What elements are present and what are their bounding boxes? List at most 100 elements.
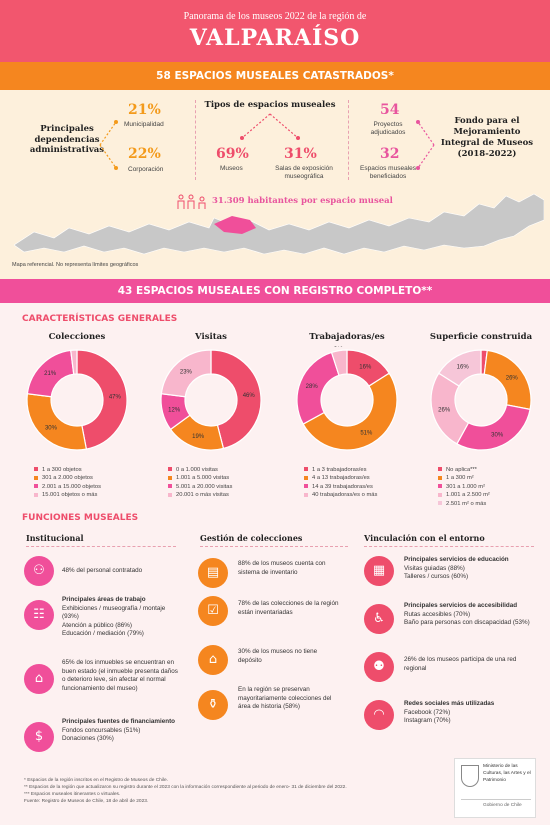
- legend-label: 2.501 m² o más: [446, 500, 487, 507]
- chart-legend: No aplica*** 1 a 300 m² 301 a 1.000 m² 1.00…: [438, 466, 546, 508]
- vinc-title: Vinculación con el entorno: [364, 533, 485, 543]
- vinc-v1-heading: Principales servicios de educación: [404, 556, 509, 563]
- donut-slice: [437, 349, 482, 387]
- slice-label: 12%: [168, 407, 181, 413]
- work-areas-icon: ☷: [24, 600, 54, 630]
- chart-legend: 1 a 3 trabajadoras/es 4 a 13 trabajadoras…: [304, 466, 412, 500]
- legend-swatch: [304, 484, 308, 489]
- inst-i3: 65% de los inmuebles se encuentran en bu…: [62, 659, 178, 692]
- tipos-bracket: [240, 113, 300, 140]
- footnote: * Espacios de la región inscritos en el …: [24, 778, 168, 783]
- divider: [348, 100, 349, 180]
- legend-swatch: [438, 501, 442, 506]
- tipos-l2: Salas de exposición museográfica: [275, 165, 333, 181]
- header-title: VALPARAÍSO: [189, 25, 361, 51]
- legend-item: 301 a 2.000 objetos: [34, 474, 142, 482]
- inst-i2-heading: Principales áreas de trabajo: [62, 596, 146, 603]
- legend-item: 1 a 300 m²: [438, 474, 546, 482]
- legend-swatch: [438, 484, 442, 489]
- legend-item: 40 trabajadoras/es o más: [304, 491, 412, 499]
- legend-swatch: [34, 492, 38, 497]
- footnote: Fuente: Registro de Museos de Chile, 18 …: [24, 798, 149, 804]
- slice-label: 30%: [45, 426, 58, 432]
- summary-section: Principales dependencias administrativas…: [0, 90, 550, 279]
- map-note: Mapa referencial. No representa límites …: [12, 262, 139, 268]
- divider: [364, 546, 534, 547]
- divider: [26, 546, 176, 547]
- gest-title: Gestión de colecciones: [200, 533, 303, 543]
- slice-label: 26%: [438, 407, 451, 413]
- people-icon: [177, 194, 206, 209]
- inst-i4: Fondos concursables (51%) Donaciones (30…: [62, 726, 141, 743]
- divider: [195, 100, 196, 180]
- slice-label: 16%: [359, 365, 372, 371]
- footnotes: * Espacios de la región inscritos en el …: [24, 778, 434, 806]
- slice-label: 2%: [480, 346, 489, 348]
- chart-legend: 0 a 1.000 visitas 1.001 a 5.000 visitas 5.…: [168, 466, 276, 500]
- header: Panorama de los museos 2022 de la región…: [0, 0, 550, 62]
- legend-item: 0 a 1.000 visitas: [168, 466, 276, 474]
- donut-chart: 47% 30% 21% 2%: [26, 342, 128, 451]
- slice-label: 28%: [306, 384, 319, 390]
- legend-label: 1 a 300 m²: [446, 475, 474, 482]
- legend-item: 2.501 m² o más: [438, 500, 546, 508]
- legend-item: 20.001 o más visitas: [168, 491, 276, 499]
- chart-title: Trabajadoras/es: [309, 332, 385, 342]
- vinc-v4: Facebook (72%) Instagram (70%): [404, 708, 451, 725]
- fondo-l1: Proyectos adjudicados: [370, 121, 406, 137]
- building-icon: ⌂: [24, 664, 54, 694]
- deps-p2: 22%: [128, 146, 161, 162]
- legend-item: 1.001 a 2.500 m²: [438, 491, 546, 499]
- deps-p1: 21%: [128, 102, 161, 118]
- vase-icon: ⚱: [198, 690, 228, 720]
- ministry-logo: Ministerio de las Culturas, las Artes y …: [454, 758, 536, 818]
- slice-label: 26%: [506, 376, 519, 382]
- legend-label: 1.001 a 2.500 m²: [446, 492, 490, 499]
- chart-title: Colecciones: [48, 332, 106, 342]
- deps-l1: Municipalidad: [124, 121, 164, 128]
- legend-label: 1 a 3 trabajadoras/es: [312, 467, 367, 473]
- chart-1: Visitas 46% 19% 12% 23% 0 a 1.000 visitas 1.00…: [146, 332, 276, 500]
- fondo-n2: 32: [380, 146, 400, 162]
- legend-item: 5.001 a 20.000 visitas: [168, 483, 276, 491]
- vinc-v1: Visitas guiadas (88%) Talleres / cursos …: [404, 564, 469, 581]
- vinc-v1-block: Principales servicios de educación Visit…: [404, 556, 538, 582]
- legend-swatch: [304, 492, 308, 497]
- legend-label: 1 a 300 objetos: [42, 467, 82, 473]
- funciones-title: FUNCIONES MUSEALES: [22, 513, 139, 523]
- chart-2: Trabajadoras/es 16% 51% 28% 5% 1 a 3 trabajad…: [282, 332, 412, 500]
- storage-icon: ⌂: [198, 645, 228, 675]
- slice-label: 16%: [457, 365, 470, 371]
- chart-0: Colecciones 47% 30% 21% 2% 1 a 300 objetos 301…: [12, 332, 142, 500]
- header-subtitle: Panorama de los museos 2022 de la región…: [183, 11, 367, 22]
- legend-swatch: [168, 467, 172, 472]
- footnote: *** Espacios museales itinerantes o virt…: [24, 791, 121, 797]
- fondo-label: Fondo para el Mejoramiento Integral de M…: [440, 116, 534, 160]
- legend-swatch: [34, 467, 38, 472]
- inst-i4-block: Principales fuentes de financiamiento Fo…: [62, 718, 182, 744]
- legend-swatch: [438, 475, 442, 480]
- network-icon: ⚉: [364, 652, 394, 682]
- donut-slice: [26, 393, 88, 451]
- region-map: [14, 193, 544, 255]
- legend-swatch: [168, 475, 172, 480]
- wifi-icon: ◠: [364, 700, 394, 730]
- tipos-p2: 31%: [284, 146, 317, 162]
- gest-g2: 78% de las colecciones de la región está…: [238, 600, 339, 616]
- legend-label: No aplica***: [446, 467, 477, 473]
- accessibility-icon: ♿: [364, 604, 394, 634]
- legend-item: No aplica***: [438, 466, 546, 474]
- caracteristicas-title: CARACTERÍSTICAS GENERALES: [22, 314, 178, 324]
- education-icon: ▦: [364, 556, 394, 586]
- legend-label: 5.001 a 20.000 visitas: [176, 483, 233, 490]
- chart-title: Superficie construida: [429, 332, 533, 342]
- inst-i2-block: Principales áreas de trabajo Exhibicione…: [62, 596, 182, 639]
- dollar-icon: $: [24, 722, 54, 752]
- vinc-v2: Rutas accesibles (70%) Baño para persona…: [404, 610, 530, 627]
- slice-label: 47%: [109, 394, 122, 400]
- vinc-v4-heading: Redes sociales más utilizadas: [404, 700, 495, 707]
- chart-3: Superficie construida 2% 26% 30% 26% 16% No ap…: [416, 332, 546, 508]
- habitantes-text: 31.309 habitantes por espacio museal: [212, 196, 393, 206]
- donut-slice: [160, 349, 212, 398]
- coat-of-arms-icon: [461, 765, 479, 787]
